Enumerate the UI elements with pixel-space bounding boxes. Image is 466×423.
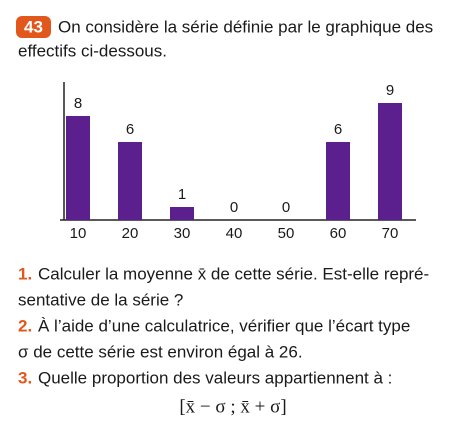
value-label: 1 — [178, 186, 186, 203]
question-line: Calculer la moyenne x̄ de cette série. E… — [38, 264, 429, 283]
x-tick-label: 30 — [174, 225, 191, 242]
bar — [170, 207, 194, 220]
bar — [326, 142, 350, 220]
question-number: 1. — [18, 264, 32, 283]
question-line: σ de cette série est environ égal à 26. — [18, 342, 303, 361]
formula: [x̄ − σ ; x̄ + σ] — [179, 396, 286, 417]
value-label: 9 — [386, 82, 394, 99]
value-label: 8 — [74, 95, 82, 112]
x-tick-label: 60 — [330, 225, 347, 242]
question-line: sentative de la série ? — [18, 290, 183, 309]
exercise-number: 43 — [24, 17, 43, 36]
bar — [378, 103, 402, 220]
intro-line: effectifs ci-dessous. — [18, 41, 167, 60]
bar — [118, 142, 142, 220]
value-label: 0 — [230, 199, 238, 216]
x-tick-label: 40 — [226, 225, 243, 242]
value-label: 6 — [334, 121, 342, 138]
x-tick-label: 50 — [278, 225, 295, 242]
value-label: 6 — [126, 121, 134, 138]
question-number: 3. — [18, 368, 32, 387]
x-tick-label: 70 — [382, 225, 399, 242]
question-line: À l’aide d’une calculatrice, vérifier qu… — [38, 316, 410, 335]
bar — [66, 116, 90, 220]
x-tick-label: 10 — [70, 225, 87, 242]
intro-line: On considère la série définie par le gra… — [58, 17, 433, 36]
question-line: Quelle proportion des valeurs appartienn… — [38, 368, 392, 387]
x-tick-label: 20 — [122, 225, 139, 242]
question-number: 2. — [18, 316, 32, 335]
value-label: 0 — [282, 199, 290, 216]
exercise-badge — [16, 16, 51, 38]
